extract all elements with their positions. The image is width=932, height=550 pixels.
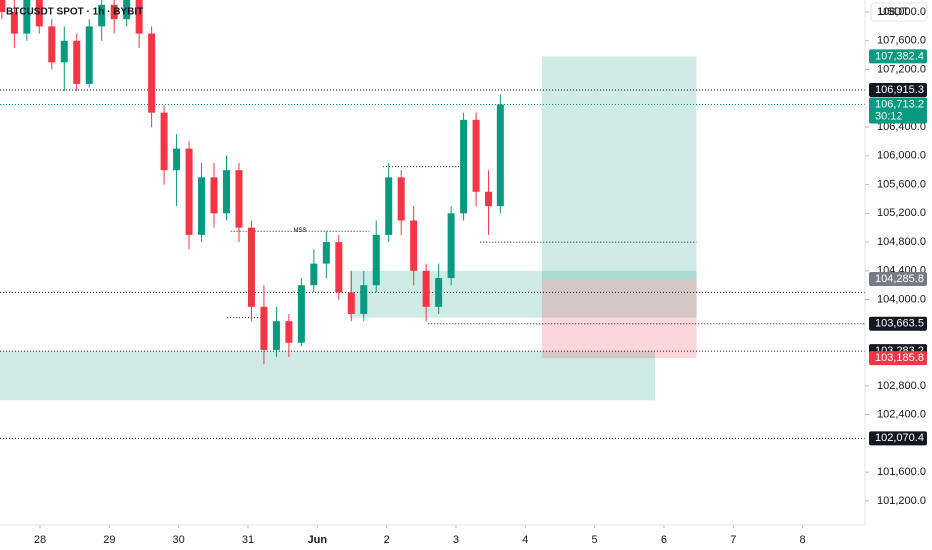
x-tick-label: 4: [522, 534, 528, 546]
x-tick-label: 30: [173, 534, 185, 546]
price-tag: [869, 49, 927, 64]
candle-body: [472, 119, 480, 192]
price-tag: [869, 97, 927, 124]
y-tick-label: 104,800.0: [877, 236, 926, 248]
candle-body: [210, 177, 218, 214]
candle-body: [98, 4, 106, 27]
y-tick-label: 101,200.0: [877, 495, 926, 507]
currency-box[interactable]: [870, 2, 928, 22]
x-tick-label: Jun: [308, 534, 328, 546]
price-tag-label: 106,713.2: [875, 98, 924, 110]
candle-body: [135, 0, 143, 34]
candle-body: [360, 285, 368, 314]
y-tick-label: 108,000.0: [877, 6, 926, 18]
candle-body: [185, 148, 193, 235]
candle-body: [285, 321, 293, 343]
target-zone: [541, 56, 697, 280]
candle-body: [10, 12, 18, 34]
zone: [349, 270, 697, 318]
zone: [0, 351, 655, 401]
price-tag: [869, 431, 927, 446]
candle-body: [0, 0, 6, 13]
y-tick-label: 102,400.0: [877, 409, 926, 421]
price-tag-label: 103,663.5: [875, 318, 924, 330]
y-tick-label: 107,200.0: [877, 63, 926, 75]
y-tick-label: 102,800.0: [877, 380, 926, 392]
candle-body: [385, 177, 393, 235]
candle-body: [460, 119, 468, 214]
x-tick-label: 2: [384, 534, 390, 546]
price-tag-label: 107,382.4: [875, 50, 924, 62]
y-tick-label: 106,000.0: [877, 150, 926, 162]
candle-body: [235, 170, 243, 228]
candle-body: [372, 234, 380, 286]
candle-body: [148, 33, 156, 113]
x-tick-label: 5: [592, 534, 598, 546]
x-tick-label: 8: [800, 534, 806, 546]
y-tick-label: 101,600.0: [877, 466, 926, 478]
candle-body: [85, 26, 93, 84]
candle-body: [496, 104, 504, 207]
price-tag-label: 104,285.8: [875, 273, 924, 285]
price-tag-label: 103,185.8: [875, 352, 924, 364]
candle-body: [48, 26, 56, 63]
candle-body: [260, 306, 268, 350]
candle-body: [322, 242, 330, 264]
chart-title: BTCUSDT SPOT · 1h · BYBIT: [6, 7, 143, 18]
candle-body: [35, 0, 43, 27]
candle-body: [485, 191, 493, 207]
currency: USDT: [879, 6, 909, 18]
candle-body: [173, 148, 181, 171]
stop-zone: [541, 279, 697, 359]
candle-body: [347, 292, 355, 314]
candle-body: [397, 177, 405, 221]
candle-body: [247, 227, 255, 307]
price-tag: [869, 351, 927, 366]
countdown: 30:12: [875, 110, 903, 122]
candle-body: [272, 321, 280, 350]
y-tick-label: 107,600.0: [877, 35, 926, 47]
candle-body: [23, 0, 31, 34]
x-tick-label: 7: [730, 534, 736, 546]
annotation: MSS: [293, 228, 306, 234]
price-tag-label: 102,070.4: [875, 432, 924, 444]
candle-body: [110, 4, 118, 20]
candle-body: [222, 170, 230, 214]
candle-body: [410, 220, 418, 271]
candle-body: [310, 263, 318, 286]
candle-body: [123, 0, 131, 20]
candle-body: [160, 112, 168, 171]
candle-body: [198, 177, 206, 235]
price-tag: [869, 272, 927, 287]
x-tick-label: 6: [661, 534, 667, 546]
x-tick-label: 3: [453, 534, 459, 546]
x-tick-label: 28: [34, 534, 46, 546]
candle-body: [447, 213, 455, 279]
x-tick-label: 31: [242, 534, 254, 546]
price-tag: [869, 316, 927, 331]
candle-body: [435, 278, 443, 307]
y-tick-label: 105,600.0: [877, 178, 926, 190]
y-tick-label: 106,400.0: [877, 121, 926, 133]
x-tick-label: 29: [103, 534, 115, 546]
price-tag: [869, 82, 927, 97]
y-tick-label: 105,200.0: [877, 207, 926, 219]
candle-body: [297, 285, 305, 343]
candle-body: [335, 242, 343, 293]
plot-area: MSS: [0, 0, 865, 439]
y-tick-label: 104,000.0: [877, 294, 926, 306]
candle-body: [60, 40, 68, 63]
candle-body: [73, 40, 81, 84]
price-tag-label: 106,915.3: [875, 84, 924, 96]
candle-body: [422, 270, 430, 307]
